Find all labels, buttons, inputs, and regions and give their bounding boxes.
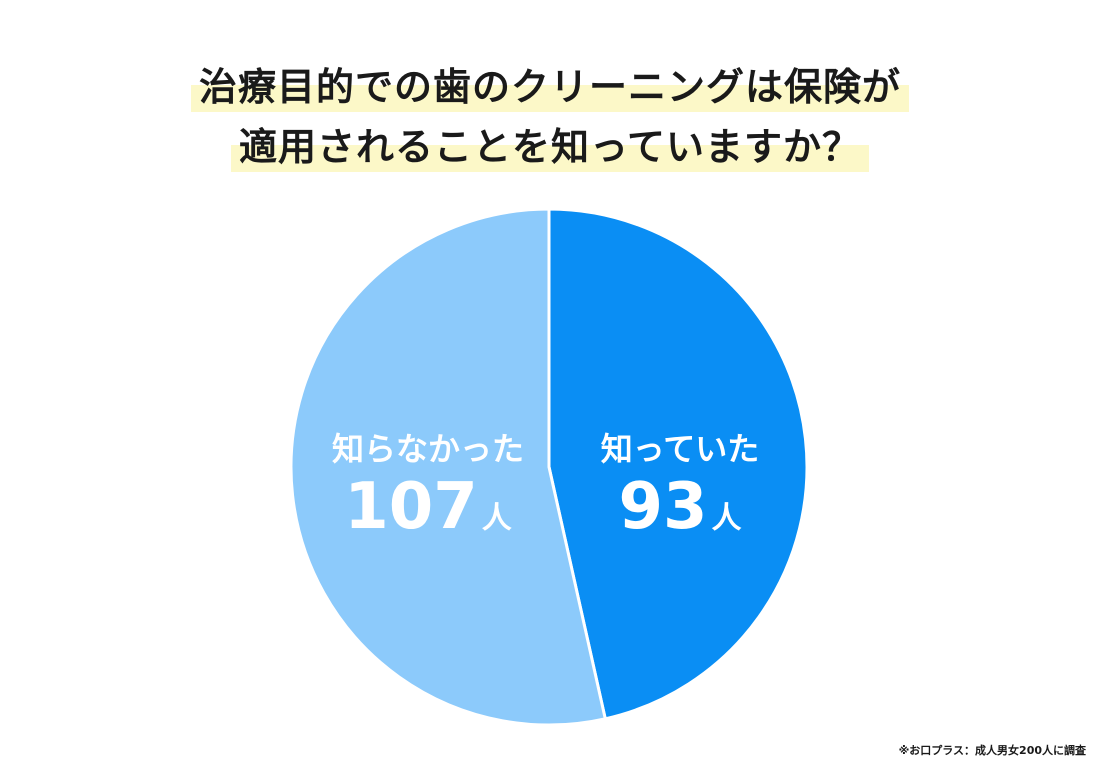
slice-value-label-1: 107 人 [344,470,512,544]
chart-title: 治療目的での歯のクリーニングは保険が 適用されることを知っていますか？ [0,62,1100,172]
slice-category-label-1: 知らなかった [332,430,524,468]
chart-title-line-1: 治療目的での歯のクリーニングは保険が [190,62,909,112]
slice-value-label-0: 93 人 [618,470,741,544]
slice-category-label-0: 知っていた [601,430,759,468]
source-footnote: ※お口プラス：成人男女200人に調査 [898,744,1086,757]
pie-slice-1 [289,207,607,727]
chart-title-line-2: 適用されることを知っていますか？ [230,122,870,172]
pie-slice-0 [547,207,809,721]
